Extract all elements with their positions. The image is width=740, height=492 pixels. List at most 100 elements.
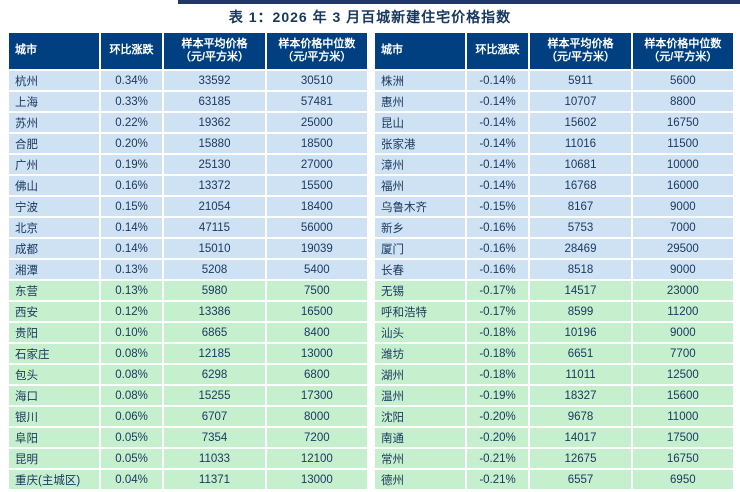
cell-median-price: 56000 <box>266 218 367 237</box>
table-row: 银川 0.06% 6707 8000 <box>9 407 367 426</box>
table-row: 广州 0.19% 25130 27000 <box>9 155 367 174</box>
cell-mom-change: 0.14% <box>100 239 163 258</box>
table-row: 宁波 0.15% 21054 18400 <box>9 197 367 216</box>
cell-mom-change: -0.18% <box>466 365 529 384</box>
cell-mom-change: 0.19% <box>100 155 163 174</box>
cell-avg-price: 11016 <box>530 134 631 153</box>
cell-city: 银川 <box>9 407 99 426</box>
cell-median-price: 16000 <box>632 176 733 195</box>
table-row: 昆明 0.05% 11033 12100 <box>9 449 367 468</box>
header-mom-change: 环比涨跌 <box>466 33 529 69</box>
cell-median-price: 25000 <box>266 113 367 132</box>
cell-avg-price: 10196 <box>530 323 631 342</box>
cell-avg-price: 11371 <box>164 470 265 489</box>
cell-avg-price: 10681 <box>530 155 631 174</box>
cell-median-price: 18500 <box>266 134 367 153</box>
cell-city: 苏州 <box>9 113 99 132</box>
cell-mom-change: 0.04% <box>100 470 163 489</box>
cell-median-price: 5400 <box>266 260 367 279</box>
cell-mom-change: 0.05% <box>100 428 163 447</box>
cell-city: 东营 <box>9 281 99 300</box>
cell-avg-price: 15255 <box>164 386 265 405</box>
cell-avg-price: 19362 <box>164 113 265 132</box>
cell-median-price: 8400 <box>266 323 367 342</box>
table-row: 新乡 -0.16% 5753 7000 <box>375 218 733 237</box>
table-row: 成都 0.14% 15010 19039 <box>9 239 367 258</box>
cell-mom-change: -0.14% <box>466 113 529 132</box>
cell-median-price: 11200 <box>632 302 733 321</box>
header-median-price: 样本价格中位数 （元/平方米） <box>266 33 367 69</box>
cell-median-price: 57481 <box>266 92 367 111</box>
cell-city: 昆明 <box>9 449 99 468</box>
table-row: 福州 -0.14% 16768 16000 <box>375 176 733 195</box>
cell-avg-price: 15880 <box>164 134 265 153</box>
table-row: 沈阳 -0.20% 9678 11000 <box>375 407 733 426</box>
cell-city: 潍坊 <box>375 344 465 363</box>
cell-avg-price: 6557 <box>530 470 631 489</box>
cell-median-price: 15500 <box>266 176 367 195</box>
cell-mom-change: 0.12% <box>100 302 163 321</box>
cell-avg-price: 15010 <box>164 239 265 258</box>
cell-median-price: 5600 <box>632 71 733 90</box>
cell-mom-change: 0.22% <box>100 113 163 132</box>
cell-city: 西安 <box>9 302 99 321</box>
table-row: 厦门 -0.16% 28469 29500 <box>375 239 733 258</box>
cell-avg-price: 21054 <box>164 197 265 216</box>
cell-median-price: 9000 <box>632 260 733 279</box>
cell-avg-price: 10707 <box>530 92 631 111</box>
cell-city: 沈阳 <box>375 407 465 426</box>
cell-median-price: 7500 <box>266 281 367 300</box>
cell-mom-change: 0.08% <box>100 365 163 384</box>
table-row: 株洲 -0.14% 5911 5600 <box>375 71 733 90</box>
cell-avg-price: 6298 <box>164 365 265 384</box>
table-row: 上海 0.33% 63185 57481 <box>9 92 367 111</box>
cell-avg-price: 8167 <box>530 197 631 216</box>
cell-median-price: 27000 <box>266 155 367 174</box>
cell-city: 杭州 <box>9 71 99 90</box>
table-row: 汕头 -0.18% 10196 9000 <box>375 323 733 342</box>
cell-median-price: 6800 <box>266 365 367 384</box>
header-avg-price: 样本平均价格 （元/平方米） <box>164 33 265 69</box>
table-row: 西安 0.12% 13386 16500 <box>9 302 367 321</box>
cell-mom-change: 0.08% <box>100 386 163 405</box>
cell-city: 温州 <box>375 386 465 405</box>
cell-mom-change: -0.16% <box>466 260 529 279</box>
table-row: 无锡 -0.17% 14517 23000 <box>375 281 733 300</box>
cell-median-price: 17300 <box>266 386 367 405</box>
cell-city: 上海 <box>9 92 99 111</box>
cell-mom-change: -0.14% <box>466 176 529 195</box>
header-row: 城市 环比涨跌 样本平均价格 （元/平方米） 样本价格中位数 （元/平方米） <box>9 33 367 69</box>
cell-city: 石家庄 <box>9 344 99 363</box>
cell-avg-price: 8599 <box>530 302 631 321</box>
table-row: 潍坊 -0.18% 6651 7700 <box>375 344 733 363</box>
header-avg-price: 样本平均价格 （元/平方米） <box>530 33 631 69</box>
cell-mom-change: -0.19% <box>466 386 529 405</box>
cell-avg-price: 6707 <box>164 407 265 426</box>
cell-median-price: 11500 <box>632 134 733 153</box>
cell-city: 厦门 <box>375 239 465 258</box>
cell-median-price: 9000 <box>632 197 733 216</box>
cell-mom-change: -0.18% <box>466 323 529 342</box>
cell-median-price: 7700 <box>632 344 733 363</box>
cell-city: 湘潭 <box>9 260 99 279</box>
table-row: 湖州 -0.18% 11011 12500 <box>375 365 733 384</box>
table-body-left: 杭州 0.34% 33592 30510 上海 0.33% 63185 57481 苏州 0.22… <box>9 71 367 489</box>
cell-city: 昆山 <box>375 113 465 132</box>
cell-mom-change: 0.13% <box>100 281 163 300</box>
table-row: 海口 0.08% 15255 17300 <box>9 386 367 405</box>
cell-avg-price: 14517 <box>530 281 631 300</box>
table-row: 漳州 -0.14% 10681 10000 <box>375 155 733 174</box>
cell-city: 张家港 <box>375 134 465 153</box>
cell-city: 湖州 <box>375 365 465 384</box>
table-row: 南通 -0.20% 14017 17500 <box>375 428 733 447</box>
cell-median-price: 9000 <box>632 323 733 342</box>
table-row: 昆山 -0.14% 15602 16750 <box>375 113 733 132</box>
cell-avg-price: 6651 <box>530 344 631 363</box>
cell-mom-change: 0.08% <box>100 344 163 363</box>
table-row: 呼和浩特 -0.17% 8599 11200 <box>375 302 733 321</box>
cell-city: 新乡 <box>375 218 465 237</box>
cell-median-price: 7000 <box>632 218 733 237</box>
header-median-price: 样本价格中位数 （元/平方米） <box>632 33 733 69</box>
cell-city: 佛山 <box>9 176 99 195</box>
page-title: 表 1：2026 年 3 月百城新建住宅价格指数 <box>228 9 512 25</box>
